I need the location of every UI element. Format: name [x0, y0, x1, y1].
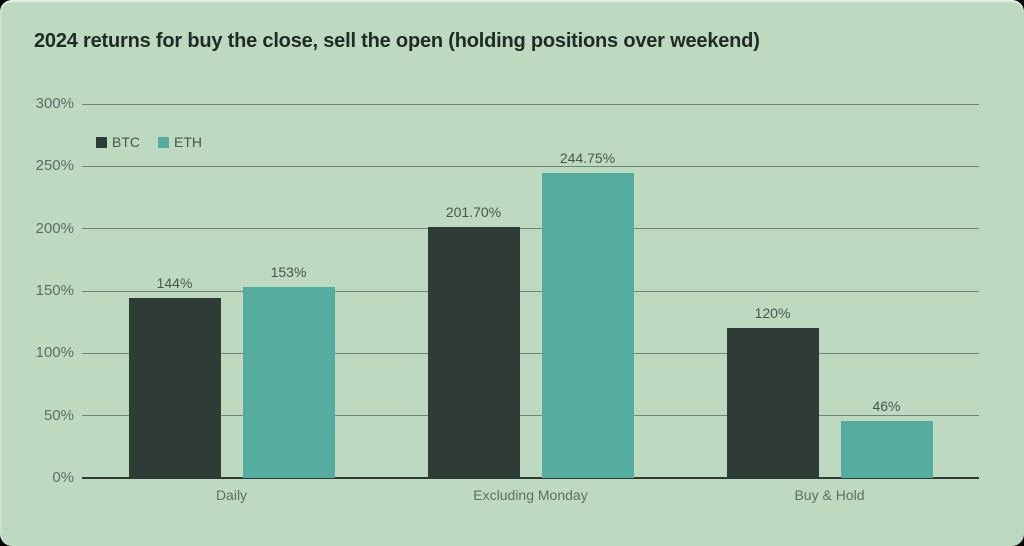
gridline — [82, 290, 979, 292]
bar-eth-1[interactable] — [541, 172, 634, 478]
bar-value-label: 201.70% — [445, 203, 502, 220]
y-tick-label: 50% — [43, 406, 74, 424]
x-category-label: Daily — [215, 487, 248, 503]
gridline — [82, 103, 979, 105]
gridline — [82, 352, 979, 354]
bar-value-label: 244.75% — [559, 149, 616, 166]
legend-swatch-eth — [158, 136, 169, 148]
bar-btc-1[interactable] — [427, 226, 520, 478]
bar-btc-0[interactable] — [128, 298, 221, 478]
chart-title: 2024 returns for buy the close, sell the… — [34, 30, 760, 52]
bar-eth-2[interactable] — [840, 420, 933, 478]
y-tick-label: 200% — [35, 219, 74, 237]
legend-item-eth[interactable]: ETH — [158, 134, 202, 150]
bar-value-label: 144% — [156, 275, 193, 292]
bar-value-label: 46% — [872, 397, 901, 414]
legend-label: ETH — [174, 134, 202, 150]
legend-item-btc[interactable]: BTC — [96, 134, 140, 150]
legend-swatch-btc — [96, 136, 107, 148]
gridline — [82, 415, 979, 417]
bar-value-label: 153% — [270, 264, 307, 281]
legend-label: BTC — [112, 134, 140, 150]
gridline — [82, 228, 979, 230]
y-tick-label: 0% — [52, 469, 74, 486]
x-category-label: Buy & Hold — [794, 487, 865, 503]
bar-eth-0[interactable] — [242, 287, 335, 478]
y-tick-label: 150% — [35, 282, 74, 299]
legend: BTC ETH — [96, 134, 202, 150]
bar-value-label: 120% — [754, 305, 791, 322]
bar-btc-2[interactable] — [726, 328, 819, 478]
x-axis-line — [82, 476, 979, 479]
y-tick-label: 300% — [35, 95, 74, 112]
gridline — [82, 165, 979, 167]
y-tick-label: 100% — [35, 344, 74, 362]
x-category-label: Excluding Monday — [473, 487, 588, 503]
y-tick-label: 250% — [35, 157, 74, 175]
